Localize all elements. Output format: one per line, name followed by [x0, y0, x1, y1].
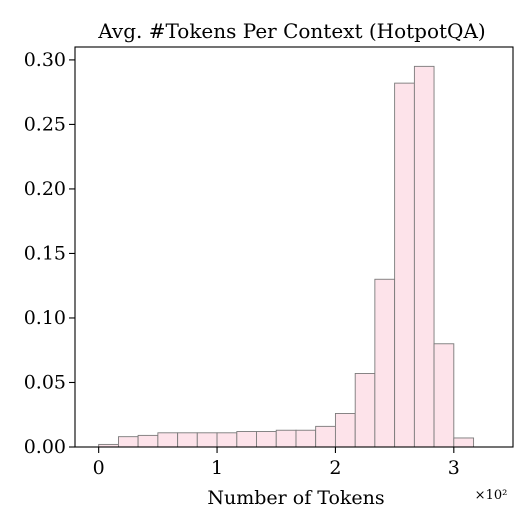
histogram-bar — [137, 434, 159, 448]
y-tick-label: 0.00 — [24, 436, 66, 458]
histogram-bar — [295, 429, 317, 448]
histogram-bar — [256, 431, 277, 448]
chart-title: Avg. #Tokens Per Context (HotpotQA) — [97, 19, 485, 43]
histogram-bar — [236, 431, 257, 448]
histogram-bar — [334, 413, 356, 448]
y-tick-label: 0.10 — [24, 307, 66, 329]
histogram-bar — [433, 343, 455, 448]
y-axis: 0.00 0.05 0.10 0.15 0.20 0.25 0.30 — [24, 49, 75, 458]
x-tick-label: 2 — [329, 457, 341, 479]
y-tick-label: 0.25 — [24, 113, 66, 135]
x-tick-label: 1 — [211, 457, 223, 479]
histogram-bar — [374, 278, 396, 448]
histogram-bar — [315, 425, 336, 448]
y-tick-label: 0.15 — [24, 242, 66, 264]
histogram-bar — [117, 436, 139, 448]
histogram-bar — [275, 429, 297, 448]
y-tick-label: 0.05 — [24, 371, 66, 393]
y-tick-label: 0.30 — [24, 49, 66, 71]
histogram-bar — [196, 432, 218, 448]
x-axis-label: Number of Tokens — [207, 487, 384, 509]
histogram-bar — [157, 432, 179, 448]
histogram-bar — [354, 373, 376, 448]
histogram-bar — [413, 65, 435, 448]
histogram-bar — [216, 432, 238, 448]
histogram-bar — [177, 432, 198, 448]
bars-group — [98, 65, 475, 448]
x-axis: 0 1 2 3 — [93, 447, 460, 479]
x-axis-multiplier: ×10² — [475, 488, 508, 503]
histogram-bar — [394, 82, 415, 448]
y-tick-label: 0.20 — [24, 178, 66, 200]
histogram-bar — [453, 437, 475, 448]
x-tick-label: 0 — [93, 457, 105, 479]
plot-frame — [74, 46, 514, 448]
x-tick-label: 3 — [448, 457, 460, 479]
